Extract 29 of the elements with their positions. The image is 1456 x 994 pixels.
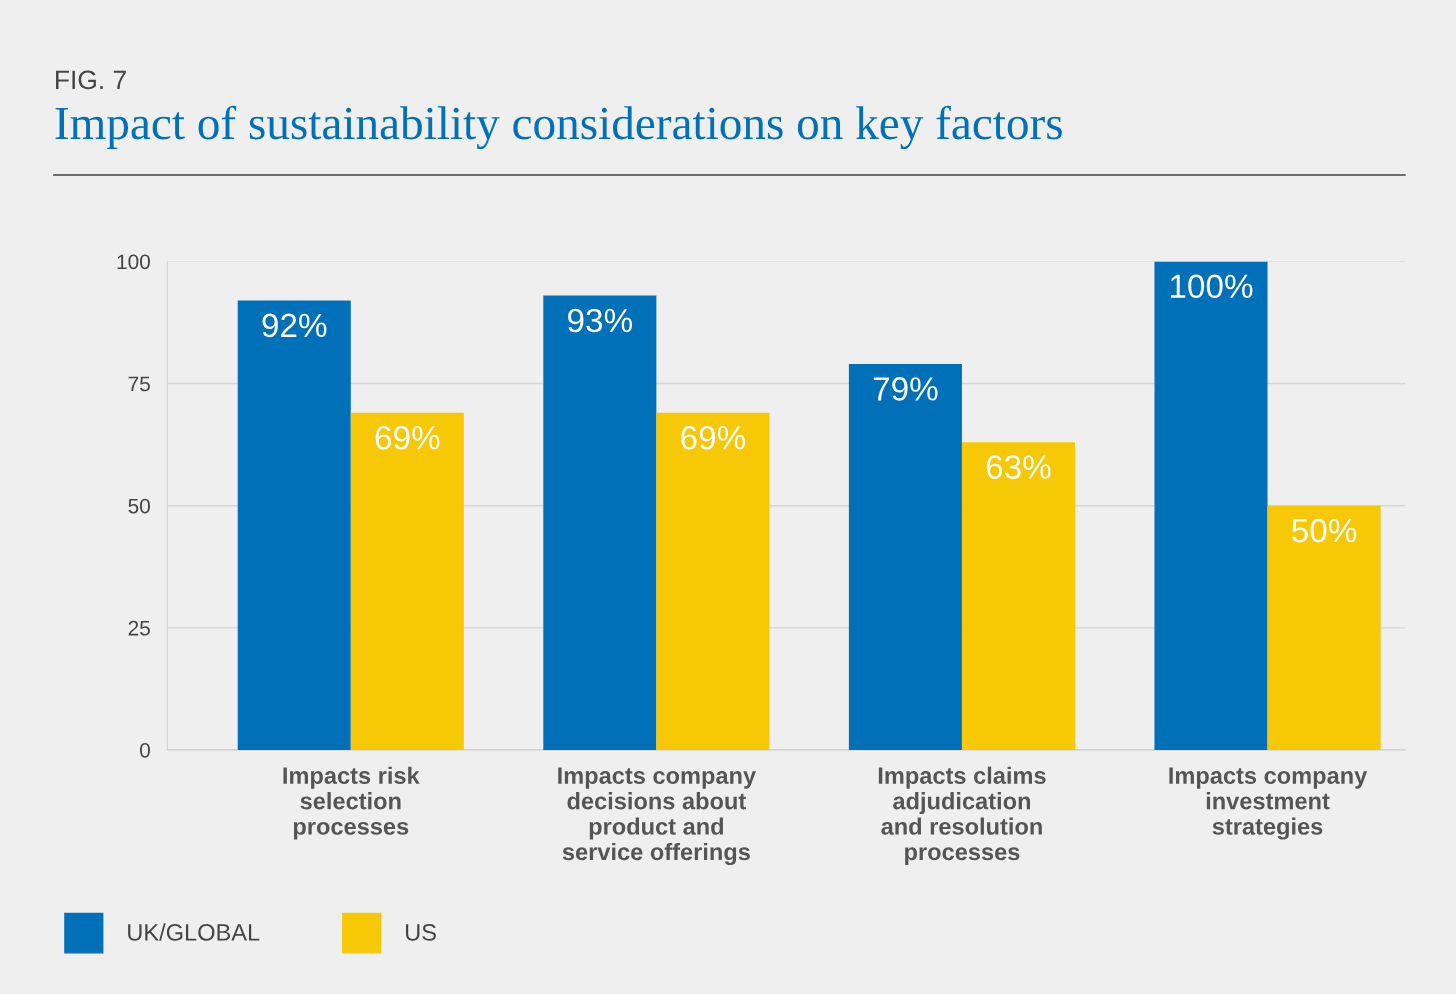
- chart-title: Impact of sustainability considerations on key factors: [55, 105, 1062, 150]
- data-label: 93%: [568, 308, 633, 333]
- data-label: 69%: [375, 425, 440, 450]
- data-label: 79%: [873, 377, 938, 401]
- bar: [1267, 505, 1381, 750]
- y-tick-label: 100: [117, 254, 150, 270]
- data-label: 69%: [681, 425, 746, 450]
- bar: [656, 412, 770, 750]
- data-label: 92%: [262, 313, 327, 338]
- legend-label: US: [406, 923, 436, 941]
- bar: [848, 364, 962, 750]
- y-tick-label: 50: [128, 498, 150, 514]
- x-tick-label: Impacts company decisions about product and service offerings: [558, 767, 756, 866]
- legend-label: UK/GLOBAL: [128, 923, 260, 941]
- bar: [961, 442, 1076, 750]
- x-tick-label: Impacts risk selection processes: [283, 766, 420, 840]
- caption: FIG. 7: [56, 70, 126, 90]
- data-label: 50%: [1292, 518, 1357, 543]
- y-tick-label: 25: [128, 620, 150, 636]
- bar: [350, 412, 464, 750]
- bar: [543, 295, 657, 750]
- data-label: 63%: [986, 455, 1051, 479]
- bar: [237, 300, 351, 750]
- y-tick-label: 0: [140, 742, 150, 758]
- y-tick-label: 75: [128, 376, 150, 392]
- bar: [1154, 261, 1268, 750]
- data-label: 100%: [1170, 274, 1253, 299]
- x-tick-label: Impacts claims adjudication and resolution processes: [878, 766, 1046, 865]
- x-tick-label: Impacts company investment strategies: [1169, 767, 1368, 840]
